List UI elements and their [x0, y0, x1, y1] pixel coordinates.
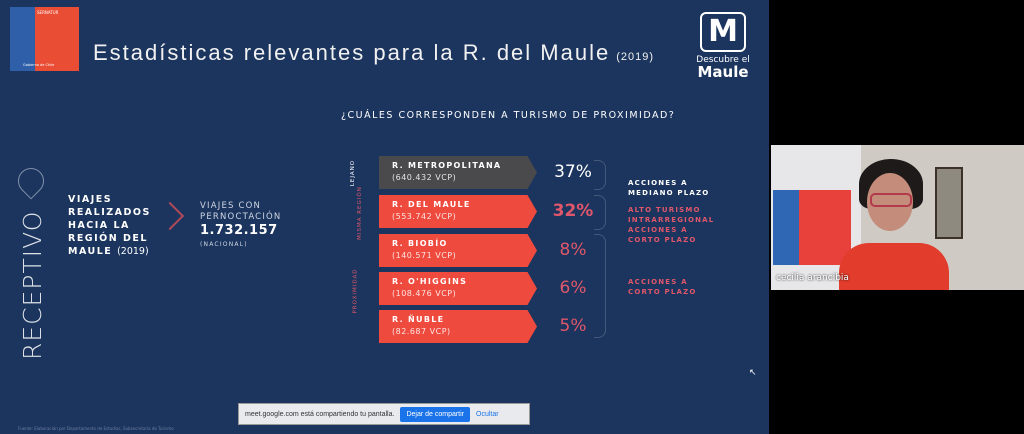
- logo-brand: SERNATUR: [37, 10, 59, 15]
- region-bar: R. DEL MAULE (553.742 VCP): [379, 195, 537, 228]
- title-text: Estadísticas relevantes para la R. del M…: [93, 40, 611, 65]
- wall-picture: [935, 167, 963, 239]
- region-percent: 6%: [559, 278, 587, 298]
- slide-title: Estadísticas relevantes para la R. del M…: [93, 38, 678, 72]
- group-proximidad: PROXIMIDAD: [352, 268, 359, 314]
- participant-body: [839, 243, 949, 290]
- descubre-maule-logo: M Descubre el Maule: [693, 12, 753, 80]
- region-name: R. METROPOLITANA: [392, 161, 502, 170]
- stop-sharing-button[interactable]: Dejar de compartir: [400, 406, 471, 422]
- note-mediano-plazo: ACCIONES A MEDIANO PLAZO: [628, 179, 710, 197]
- logo-line2: Maule: [697, 63, 749, 81]
- viajes-text: VIAJES REALIZADOS HACIA LA REGIÓN DEL MA…: [68, 194, 151, 257]
- pernoctacion-scope: (NACIONAL): [200, 241, 248, 248]
- region-name: R. ÑUBLE: [392, 315, 445, 324]
- logo-line1: Descubre el: [696, 55, 750, 65]
- region-bar: R. ÑUBLE (82.687 VCP): [379, 310, 537, 343]
- region-bar: R. METROPOLITANA (640.432 VCP): [379, 156, 537, 189]
- sernatur-banner: [773, 190, 851, 265]
- group-lejano: LEJANO: [350, 159, 357, 187]
- brace: [594, 195, 606, 230]
- share-message: meet.google.com está compartiendo tu pan…: [245, 410, 395, 418]
- region-name: R. O'HIGGINS: [392, 277, 468, 286]
- region-vcp: (553.742 VCP): [392, 212, 457, 221]
- sernatur-logo: SERNATUR Gobierno de Chile: [10, 7, 79, 71]
- viajes-year: (2019): [117, 246, 149, 257]
- pernoctacion-value: 1.732.157: [200, 223, 278, 238]
- region-vcp: (640.432 VCP): [392, 173, 457, 182]
- group-misma-region: MISMA REGIÓN: [356, 186, 363, 240]
- note-corto-plazo: ACCIONES A CORTO PLAZO: [628, 278, 697, 296]
- brace: [594, 160, 606, 190]
- region-vcp: (108.476 VCP): [392, 289, 457, 298]
- viajes-realizados: VIAJES REALIZADOS HACIA LA REGIÓN DEL MA…: [68, 193, 168, 258]
- receptivo-label: RECEPTIVO: [18, 210, 47, 360]
- footnote: Fuente: Elaboración por Departamento de …: [18, 426, 174, 431]
- viajes-pernoctacion: VIAJES CON PERNOCTACIÓN 1.732.157 (NACION…: [200, 201, 281, 250]
- region-bar: R. BIOBÍO (140.571 VCP): [379, 234, 537, 267]
- note-intrarregional: ALTO TURISMO INTRARREGIONAL ACCIONES A CORT…: [628, 206, 715, 244]
- region-percent: 8%: [559, 240, 587, 260]
- mouse-cursor-icon: ↖: [749, 368, 757, 378]
- participant-glasses: [870, 193, 912, 207]
- pernoctacion-label: PERNOCTACIÓN: [200, 212, 282, 222]
- region-percent: 32%: [552, 201, 594, 221]
- region-vcp: (140.571 VCP): [392, 251, 457, 260]
- location-pin-icon: [12, 162, 50, 200]
- region-bar: R. O'HIGGINS (108.476 VCP): [379, 272, 537, 305]
- pernoctacion-label: VIAJES CON: [200, 201, 262, 211]
- participant-video-tile[interactable]: cecilia arancibia: [771, 145, 1024, 290]
- shared-slide: SERNATUR Gobierno de Chile Estadísticas …: [0, 0, 769, 434]
- region-name: R. DEL MAULE: [392, 200, 471, 209]
- region-percent: 5%: [559, 316, 587, 336]
- screen-share-bar: meet.google.com está compartiendo tu pan…: [238, 403, 530, 425]
- region-percent: 37%: [554, 162, 592, 182]
- participant-name: cecilia arancibia: [776, 273, 849, 283]
- region-name: R. BIOBÍO: [392, 239, 448, 248]
- hide-button[interactable]: Ocultar: [476, 410, 499, 418]
- region-vcp: (82.687 VCP): [392, 327, 451, 336]
- question-heading: ¿CUÁLES CORRESPONDEN A TURISMO DE PROXIM…: [341, 110, 676, 121]
- logo-footer: Gobierno de Chile: [23, 63, 55, 67]
- title-year: (2019): [616, 51, 655, 63]
- brace: [594, 234, 606, 338]
